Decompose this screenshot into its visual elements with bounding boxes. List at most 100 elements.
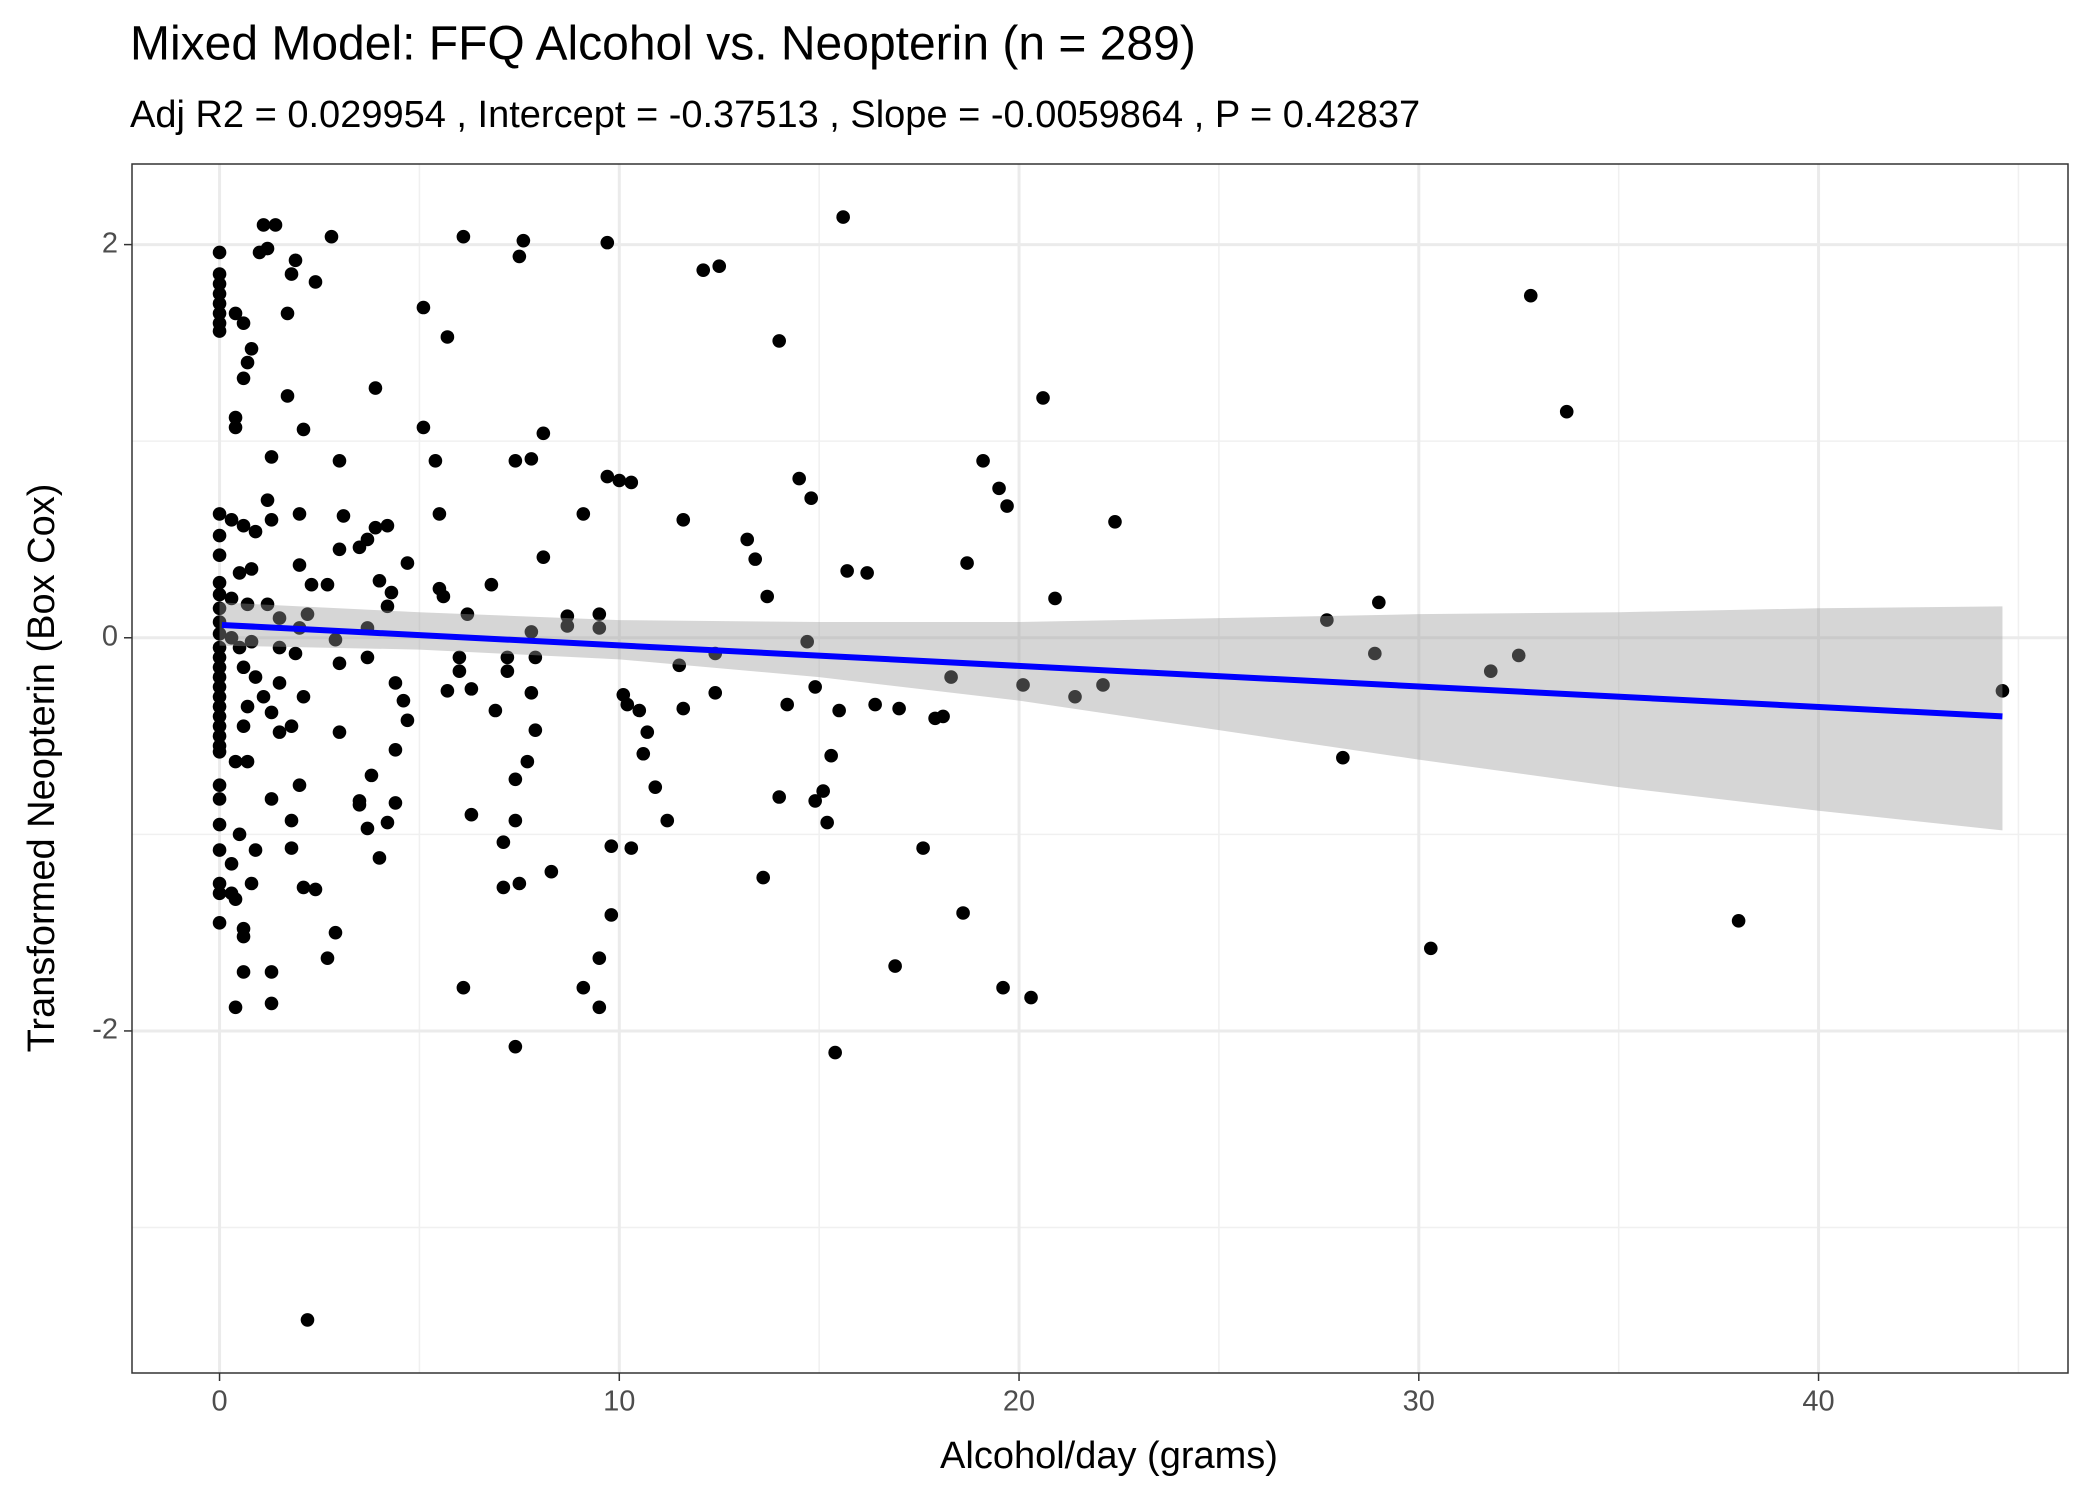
point: [248, 843, 263, 857]
point: [232, 827, 247, 842]
point: [560, 609, 575, 623]
point: [820, 815, 834, 830]
point: [860, 566, 874, 580]
point: [212, 843, 227, 857]
point: [756, 870, 771, 885]
point: [488, 703, 503, 718]
point: [1511, 648, 1526, 663]
point: [380, 518, 395, 533]
point: [212, 627, 227, 641]
point: [296, 422, 311, 437]
point: [604, 908, 619, 922]
point: [576, 980, 591, 995]
point: [1096, 678, 1110, 692]
point: [696, 263, 711, 277]
point: [1068, 689, 1082, 704]
point: [212, 699, 227, 714]
point: [888, 959, 902, 973]
point: [992, 481, 1006, 496]
point: [808, 794, 822, 808]
point: [232, 640, 247, 655]
point: [264, 450, 279, 464]
point: [452, 650, 467, 665]
point: [592, 1000, 607, 1015]
point: [324, 229, 339, 244]
point: [452, 664, 467, 678]
point: [1995, 684, 2010, 698]
point: [212, 817, 227, 832]
point: [1483, 664, 1498, 678]
point: [212, 670, 227, 684]
point: [212, 286, 227, 301]
point: [240, 597, 255, 612]
point: [708, 686, 723, 700]
point: [440, 330, 455, 344]
chart-subtitle: Adj R2 = 0.029954 , Intercept = -0.37513…: [130, 94, 1420, 136]
point: [400, 713, 415, 728]
point: [760, 589, 775, 604]
point: [496, 880, 511, 895]
point: [272, 611, 287, 625]
point: [804, 491, 818, 505]
point: [300, 607, 315, 621]
point: [1336, 750, 1350, 765]
point: [224, 513, 239, 527]
point: [272, 676, 287, 690]
point: [284, 813, 299, 828]
point: [212, 709, 227, 724]
point: [400, 556, 415, 570]
point: [212, 640, 227, 655]
point: [256, 218, 271, 232]
point: [212, 778, 227, 793]
y-tick-label: 0: [102, 620, 118, 652]
point: [268, 218, 283, 232]
point: [284, 267, 299, 281]
point: [212, 729, 227, 743]
point: [336, 509, 351, 523]
point: [244, 876, 259, 891]
point: [244, 341, 259, 356]
point: [212, 660, 227, 675]
point: [536, 550, 551, 564]
point: [604, 839, 619, 853]
point: [232, 566, 247, 580]
point: [228, 420, 243, 435]
point: [712, 259, 727, 274]
point: [396, 693, 411, 708]
point: [288, 646, 303, 661]
point: [236, 371, 251, 386]
point: [636, 746, 651, 761]
point: [304, 577, 319, 592]
point: [236, 660, 251, 675]
point: [624, 841, 639, 855]
point: [868, 697, 882, 712]
point: [280, 389, 295, 403]
point: [620, 697, 635, 712]
point: [292, 778, 307, 793]
point: [632, 703, 647, 718]
point: [524, 452, 539, 466]
panel-border: [131, 163, 2069, 1374]
point: [536, 426, 551, 441]
point: [816, 784, 830, 798]
point: [364, 768, 379, 783]
point: [508, 1039, 523, 1054]
point: [464, 807, 479, 822]
x-tick-label: 10: [603, 1386, 635, 1418]
point: [432, 507, 447, 521]
point: [212, 296, 227, 311]
point: [372, 851, 387, 865]
point: [360, 821, 375, 836]
point: [676, 513, 691, 527]
point: [1048, 591, 1062, 606]
point: [428, 454, 443, 468]
point: [264, 513, 279, 527]
point: [416, 300, 431, 315]
point: [648, 780, 663, 794]
point: [824, 748, 838, 763]
point: [1036, 391, 1050, 405]
point: [332, 454, 347, 468]
point: [328, 925, 343, 940]
panel: [132, 164, 2068, 1373]
point: [292, 507, 307, 521]
